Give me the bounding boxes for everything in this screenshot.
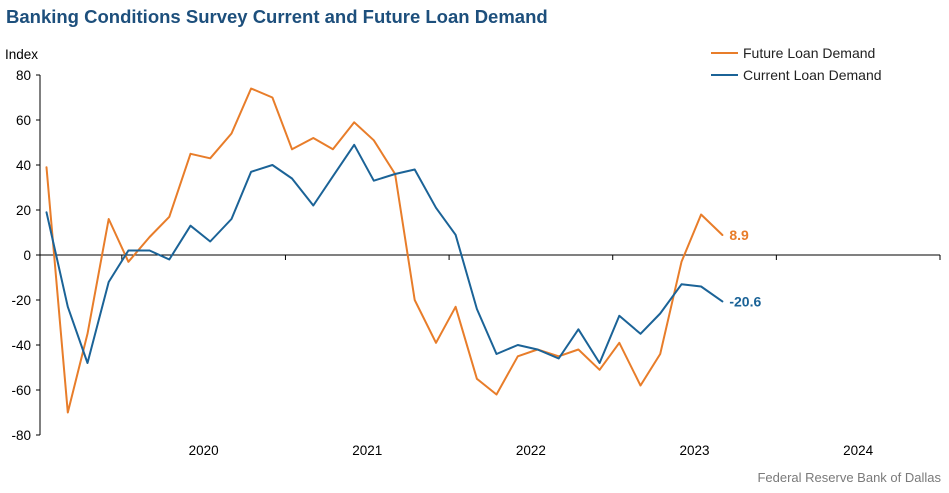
- current-end-label: -20.6: [729, 293, 761, 309]
- y-tick-label: -20: [11, 293, 31, 308]
- legend: Future Loan Demand Current Loan Demand: [711, 45, 882, 83]
- future-loan-demand-line: [45, 87, 724, 414]
- y-tick-label: 0: [23, 248, 31, 263]
- legend-label-future: Future Loan Demand: [743, 45, 875, 61]
- y-tick-label: 80: [16, 68, 31, 83]
- chart-title: Banking Conditions Survey Current and Fu…: [6, 6, 548, 27]
- x-axis: 2020 2021 2022 2023 2024: [40, 254, 941, 458]
- y-tick-label: 60: [16, 113, 31, 128]
- x-tick-label: 2023: [680, 443, 710, 458]
- y-tick-label: 20: [16, 203, 31, 218]
- current-loan-demand-line: [45, 143, 724, 364]
- y-axis-label: Index: [5, 47, 38, 62]
- source-credit: Federal Reserve Bank of Dallas: [757, 470, 941, 485]
- series-group: 8.9 -20.6: [45, 87, 761, 414]
- y-tick-label: 40: [16, 158, 31, 173]
- x-tick-label: 2021: [352, 443, 382, 458]
- y-tick-label: -80: [11, 428, 31, 443]
- x-tick-label: 2022: [516, 443, 546, 458]
- legend-label-current: Current Loan Demand: [743, 67, 882, 83]
- y-tick-label: -60: [11, 383, 31, 398]
- x-tick-label: 2024: [843, 443, 874, 458]
- x-tick-label: 2020: [189, 443, 219, 458]
- y-tick-label: -40: [11, 338, 31, 353]
- future-end-label: 8.9: [729, 227, 749, 243]
- y-axis: 80 60 40 20 0 -20 -40 -60 -80: [11, 68, 41, 443]
